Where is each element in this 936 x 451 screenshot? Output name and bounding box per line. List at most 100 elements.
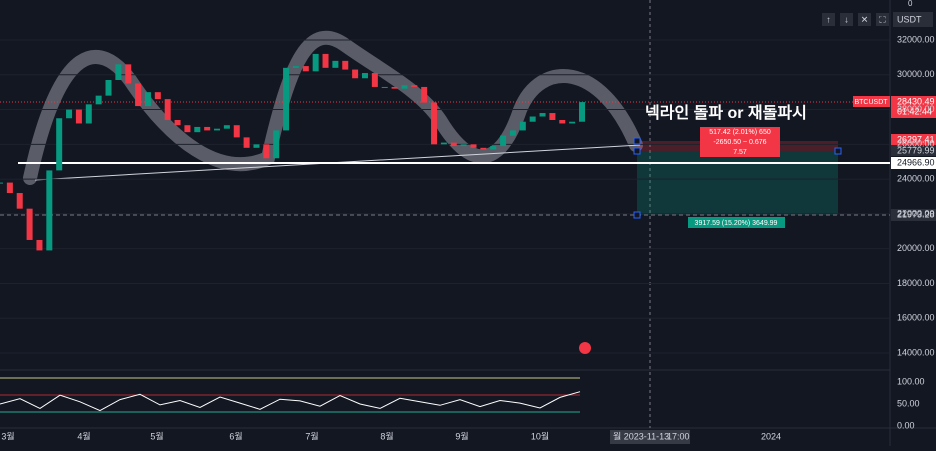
candle (154, 92, 161, 100)
toolbar: ↑ ↓ ✕ ⛶ USDT (822, 12, 933, 27)
time-axis-label: 10월 (531, 430, 549, 441)
target-label-box (688, 217, 785, 228)
price-axis-label: 22000.00 (897, 208, 935, 218)
candle (421, 86, 428, 103)
candle (233, 125, 240, 138)
level-tag-value: 21973.28 (897, 209, 935, 219)
candle (253, 144, 260, 148)
price-axis-label: 20000.00 (897, 243, 935, 253)
candle (105, 79, 112, 96)
candle (283, 67, 290, 131)
time-cursor (610, 430, 690, 444)
toolbar-button[interactable] (840, 13, 853, 26)
event-icon[interactable] (579, 342, 591, 354)
level-tag-value: 24966.90 (897, 157, 935, 167)
candle (85, 104, 92, 124)
candle (401, 85, 408, 89)
candle (569, 121, 576, 124)
symbol-name: BTCUSDT (854, 99, 888, 106)
time-axis-label: 3월 (1, 430, 14, 441)
candle (204, 126, 211, 131)
candle (115, 64, 122, 80)
candle (16, 193, 23, 209)
level-tag (891, 134, 936, 145)
toolbar-button[interactable] (858, 13, 871, 26)
candle (243, 137, 250, 148)
handle (633, 147, 641, 155)
candle (549, 113, 556, 120)
annotation: 넥라인 돌파 or 재돌파시 (645, 104, 807, 122)
candle (490, 146, 497, 150)
candle (135, 83, 142, 107)
stop-label: -2650.50 ~ 0.676 (713, 139, 766, 146)
candle (75, 109, 82, 124)
candle (480, 147, 487, 150)
currency-label: USDT (897, 14, 922, 24)
candle (322, 53, 329, 68)
candle (223, 125, 230, 129)
candle (66, 109, 73, 119)
candle (95, 95, 102, 105)
candle (440, 142, 447, 145)
candle (292, 66, 299, 68)
candle (0, 182, 3, 184)
toolbar-button-label: ↑ (826, 14, 831, 24)
candle (500, 135, 507, 147)
currency-dropdown[interactable] (893, 12, 933, 27)
candle (6, 182, 13, 194)
level-tag-value: 26297.41 (897, 134, 935, 144)
candle (263, 144, 270, 159)
candle (559, 119, 566, 124)
candle (26, 208, 33, 240)
candle (214, 128, 221, 131)
rsi-axis-label: 0.00 (897, 420, 915, 430)
time-axis-label: 7월 (305, 430, 318, 441)
candle (431, 102, 438, 145)
toolbar-button[interactable] (822, 13, 835, 26)
price-tag (891, 96, 936, 118)
candle (125, 64, 132, 84)
toolbar-button-label: ↓ (844, 14, 849, 24)
candle (391, 86, 398, 89)
rsi-axis-label: 100.00 (897, 376, 925, 386)
toolbar-button-label: ⛶ (878, 14, 886, 24)
time-axis-label: 5월 (150, 430, 163, 441)
candle (144, 92, 151, 107)
price-tag-countdown: 01:42:44 (897, 106, 932, 116)
candle (184, 125, 191, 133)
toolbar-button[interactable] (876, 13, 889, 26)
candle (411, 85, 418, 87)
candle (302, 66, 309, 72)
candle (194, 126, 201, 133)
candle (56, 118, 63, 171)
candle (529, 116, 536, 122)
symbol-tag (853, 96, 890, 107)
time-axis-label: 9월 (455, 430, 468, 441)
candle (312, 53, 319, 72)
stop-label: 517.42 (2.01%) 650 (709, 129, 771, 136)
price-axis-label: 14000.00 (897, 347, 935, 357)
candle (460, 144, 467, 147)
candle (539, 113, 546, 117)
stop-label: 7.57 (733, 149, 747, 156)
time-axis-label: 6월 (229, 430, 242, 441)
top-axis-label: 0 (908, 0, 913, 8)
candle (470, 144, 477, 148)
target-label: 3917.59 (15.20%) 3649.99 (695, 220, 778, 227)
candle (46, 170, 53, 251)
price-axis-label: 16000.00 (897, 313, 935, 323)
candle (579, 102, 585, 122)
time-cursor-time: 17:00 (667, 431, 690, 441)
candle (519, 121, 526, 131)
candle (273, 130, 280, 159)
time-axis-label: 2024 (761, 431, 781, 441)
candle (450, 142, 457, 147)
time-cursor-date: 월 2023-11-13 (613, 430, 669, 441)
rsi-axis-label: 50.00 (897, 398, 920, 408)
candle (36, 239, 43, 251)
time-axis-label: 8월 (380, 430, 393, 441)
candle (342, 60, 349, 70)
candle (361, 73, 368, 79)
handle (633, 137, 641, 145)
